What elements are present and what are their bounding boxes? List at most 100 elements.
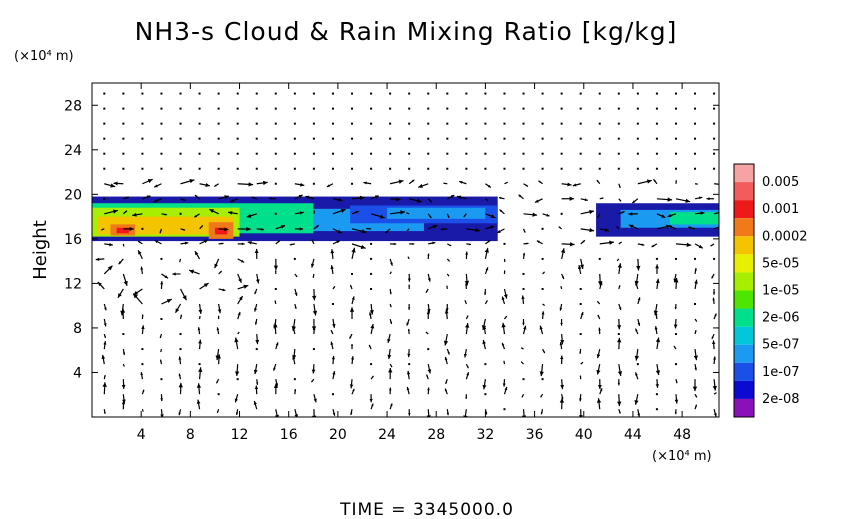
y-tick-label: 4 bbox=[73, 365, 82, 381]
colorbar-label: 2e-08 bbox=[762, 392, 800, 407]
wind-arrow bbox=[275, 270, 277, 274]
wind-arrow bbox=[389, 167, 392, 170]
wind-arrow bbox=[199, 224, 204, 230]
wind-arrow bbox=[388, 367, 393, 380]
wind-arrow bbox=[541, 227, 544, 230]
wind-arrow bbox=[235, 409, 239, 416]
wind-arrow bbox=[154, 239, 162, 245]
wind-arrow bbox=[253, 364, 258, 375]
wind-arrow bbox=[484, 288, 487, 295]
wind-arrow bbox=[407, 328, 410, 335]
colorbar-swatch bbox=[734, 290, 754, 309]
colorbar-swatch bbox=[734, 254, 754, 273]
wind-arrow bbox=[655, 122, 658, 125]
wind-arrow bbox=[560, 248, 566, 260]
wind-arrow bbox=[637, 409, 641, 417]
wind-arrow bbox=[618, 303, 622, 311]
wind-arrow bbox=[215, 378, 220, 384]
wind-arrow bbox=[406, 370, 411, 380]
colorbar-label: 5e-05 bbox=[762, 256, 800, 271]
wind-arrow bbox=[294, 227, 304, 231]
wind-arrow bbox=[465, 251, 469, 259]
wind-arrow bbox=[560, 92, 563, 95]
wind-arrow bbox=[618, 285, 621, 290]
wind-arrow bbox=[542, 348, 546, 354]
wind-arrow bbox=[427, 303, 431, 313]
wind-arrow bbox=[427, 152, 430, 155]
wind-arrow bbox=[655, 364, 661, 376]
wind-arrow bbox=[132, 293, 143, 305]
wind-arrow bbox=[387, 349, 392, 360]
wind-arrow bbox=[132, 212, 143, 217]
wind-arrow bbox=[332, 208, 346, 215]
wind-arrow bbox=[711, 273, 715, 279]
wind-arrow bbox=[217, 152, 220, 155]
wind-arrow bbox=[694, 267, 697, 275]
wind-arrow bbox=[218, 242, 224, 245]
wind-arrow bbox=[427, 92, 430, 95]
colorbar-swatch bbox=[734, 218, 754, 237]
wind-arrow bbox=[122, 92, 125, 95]
time-label: TIME = 3345000.0 bbox=[339, 500, 514, 519]
wind-arrow bbox=[561, 242, 575, 247]
wind-arrow bbox=[310, 378, 315, 383]
wind-arrow bbox=[560, 107, 563, 110]
wind-arrow bbox=[713, 409, 717, 417]
wind-arrow bbox=[103, 341, 107, 350]
wind-arrow bbox=[428, 241, 436, 245]
wind-arrow bbox=[294, 389, 297, 395]
wind-arrow bbox=[713, 152, 716, 155]
wind-arrow bbox=[331, 355, 335, 365]
wind-arrow bbox=[122, 210, 128, 215]
wind-arrow bbox=[122, 273, 128, 286]
wind-arrow bbox=[578, 409, 583, 417]
wind-arrow bbox=[484, 393, 487, 396]
wind-arrow bbox=[597, 314, 601, 320]
wind-arrow bbox=[122, 394, 126, 404]
wind-arrow bbox=[465, 92, 468, 95]
wind-arrow bbox=[463, 348, 468, 358]
wind-arrow bbox=[503, 360, 506, 365]
wind-arrow bbox=[230, 198, 238, 203]
wind-arrow bbox=[634, 328, 639, 335]
wind-arrow bbox=[446, 92, 449, 95]
wind-arrow bbox=[444, 356, 448, 365]
wind-arrow bbox=[294, 288, 298, 296]
wind-arrow bbox=[349, 333, 353, 339]
wind-arrow bbox=[484, 122, 487, 125]
wind-arrow bbox=[209, 208, 219, 215]
wind-arrow bbox=[596, 300, 601, 305]
wind-arrow bbox=[388, 387, 392, 395]
wind-arrow bbox=[275, 409, 279, 417]
wind-arrow bbox=[274, 212, 277, 215]
wind-arrow bbox=[312, 92, 315, 95]
wind-arrow bbox=[237, 273, 242, 283]
wind-arrow bbox=[137, 249, 143, 260]
wind-vectors bbox=[95, 92, 719, 417]
wind-arrow bbox=[103, 318, 107, 327]
wind-arrow bbox=[389, 92, 392, 95]
wind-arrow bbox=[694, 196, 703, 200]
wind-arrow bbox=[503, 122, 506, 125]
wind-arrow bbox=[274, 107, 277, 110]
wind-arrow bbox=[160, 394, 164, 402]
wind-arrow bbox=[408, 152, 411, 155]
wind-arrow bbox=[694, 318, 698, 322]
wind-arrow bbox=[161, 213, 167, 216]
wind-arrow bbox=[618, 409, 621, 414]
wind-arrow bbox=[141, 409, 144, 412]
y-tick-label: 20 bbox=[64, 187, 82, 203]
colorbar-label: 0.0002 bbox=[762, 229, 808, 244]
wind-arrow bbox=[180, 228, 186, 231]
wind-arrow bbox=[458, 180, 467, 185]
wind-arrow bbox=[313, 210, 315, 214]
wind-arrow bbox=[653, 303, 658, 316]
wind-arrow bbox=[522, 378, 525, 381]
wind-arrow bbox=[137, 240, 143, 245]
wind-arrow bbox=[538, 180, 543, 185]
wind-arrow bbox=[597, 379, 602, 390]
wind-arrow bbox=[598, 137, 601, 140]
wind-arrow bbox=[579, 375, 582, 380]
wind-arrow bbox=[522, 319, 525, 326]
wind-arrow bbox=[160, 107, 163, 110]
